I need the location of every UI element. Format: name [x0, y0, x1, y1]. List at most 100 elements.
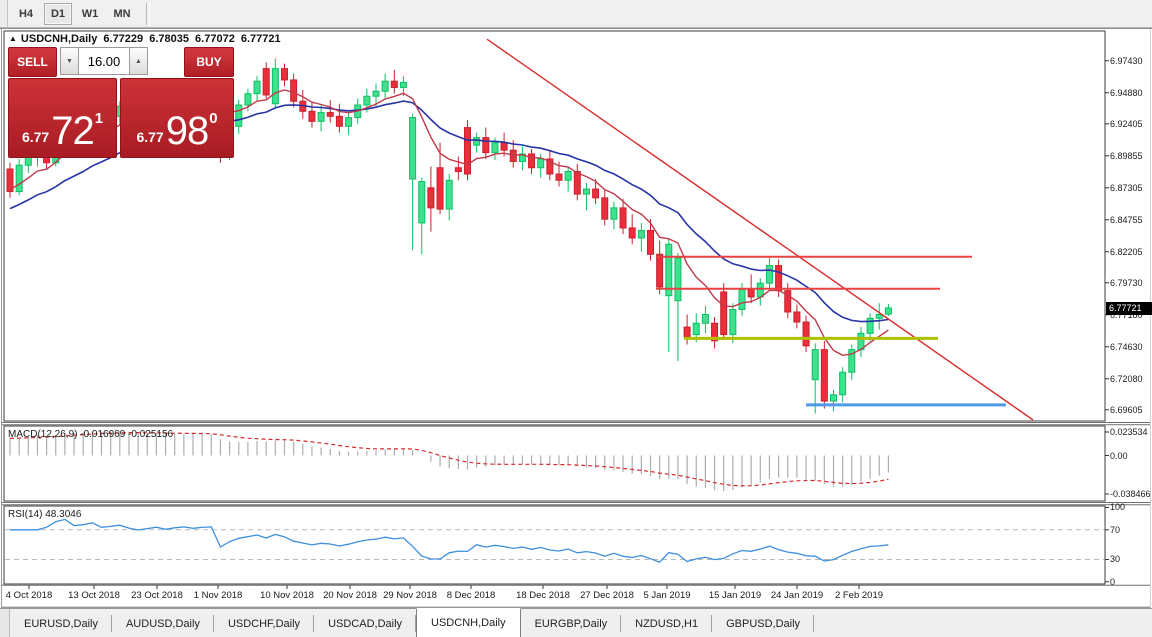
rsi-axis-label: 100: [1110, 502, 1126, 513]
candle-bear: [281, 68, 288, 81]
macd-signal-line: [9, 432, 889, 487]
candle-bull: [875, 313, 883, 319]
lot-decrease-button[interactable]: ▼: [60, 47, 79, 75]
rsi-axis-label: 30: [1110, 554, 1121, 565]
candle-bear: [326, 112, 334, 117]
candle-bear: [390, 80, 398, 88]
price-axis-label: 6.97430: [1110, 55, 1143, 66]
date-axis-label: 18 Dec 2018: [516, 590, 570, 601]
candle-bear: [528, 153, 536, 169]
chart-tab-usdcad[interactable]: USDCAD,Daily: [314, 609, 417, 637]
chart-tab-eurgbp[interactable]: EURGBP,Daily: [521, 609, 622, 637]
candle-bull: [244, 93, 252, 106]
candle-bear: [500, 142, 508, 151]
candle-bear: [464, 127, 471, 175]
candle-bull: [345, 117, 353, 127]
toolbar-clipped-button[interactable]: [0, 0, 8, 27]
buy-price-prefix: 6.77: [136, 129, 164, 145]
chart-window[interactable]: ▲ USDCNH,Daily 6.77229 6.78035 6.77072 6.…: [0, 28, 1152, 608]
candle-bull: [701, 313, 709, 324]
buy-price-pips: 98: [165, 109, 209, 153]
timeframe-button-h4[interactable]: H4: [18, 7, 34, 20]
candle-bear: [573, 170, 581, 195]
sell-button[interactable]: SELL: [8, 47, 57, 77]
candle-bull: [271, 68, 279, 105]
date-axis-label: 8 Dec 2018: [446, 590, 496, 601]
date-axis-label: 2 Feb 2019: [834, 590, 884, 601]
chart-tab-audusd[interactable]: AUDUSD,Daily: [112, 609, 214, 637]
candle-bear: [747, 288, 755, 298]
buy-price-box[interactable]: 6.77 98 0: [120, 78, 234, 158]
chart-tab-eurusd[interactable]: EURUSD,Daily: [10, 609, 112, 637]
sell-price-box[interactable]: 6.77 72 1: [8, 78, 117, 158]
candle-bull: [363, 95, 371, 106]
candle-bull: [253, 80, 261, 95]
rsi-pane-title: RSI(14) 48.3046: [8, 509, 82, 520]
candle-bear: [454, 167, 462, 172]
date-axis-label: 4 Oct 2018: [5, 590, 53, 601]
date-axis-label: 5 Jan 2019: [643, 590, 691, 601]
candle-bull: [399, 81, 407, 88]
candle-bear: [656, 253, 664, 288]
candle-bull: [518, 153, 526, 162]
trade-panel-controls: SELL ▼ 16.00 ▲ BUY: [8, 47, 234, 77]
price-axis-label: 6.89855: [1110, 150, 1143, 161]
chart-tab-gbpusd[interactable]: GBPUSD,Daily: [712, 609, 815, 637]
candle-bear: [793, 311, 801, 323]
chart-tab-usdchf[interactable]: USDCHF,Daily: [214, 609, 315, 637]
chart-symbol-period: USDCNH,Daily: [20, 33, 98, 45]
candle-bear: [290, 79, 298, 102]
timeframe-button-mn[interactable]: MN: [113, 7, 131, 20]
lot-size-control: ▼ 16.00 ▲: [60, 47, 148, 75]
rsi-axis-label: 70: [1110, 524, 1121, 535]
chevron-up-icon: ▲: [135, 57, 142, 65]
candle-bull: [674, 257, 682, 302]
macd-axis-label: 0.023534: [1110, 426, 1148, 437]
chart-tab-nzdusd[interactable]: NZDUSD,H1: [621, 609, 713, 637]
date-axis-label: 20 Nov 2018: [323, 590, 377, 601]
timeframe-button-w1[interactable]: W1: [81, 7, 99, 20]
candle-bear: [335, 115, 343, 127]
ohlc-low: 6.77072: [195, 33, 235, 45]
candle-bull: [738, 288, 746, 310]
price-axis-label: 6.92405: [1110, 118, 1143, 129]
collapse-panel-icon[interactable]: ▲: [9, 34, 17, 43]
macd-main-value: -0.016969: [80, 429, 126, 440]
candle-bull: [15, 164, 23, 193]
timeframe-toolbar: H4 D1 W1 MN: [0, 0, 1152, 28]
candle-bear: [436, 167, 444, 210]
candle-bull: [756, 282, 764, 298]
candle-bull: [866, 317, 874, 334]
macd-axis-label: 0.00: [1110, 450, 1128, 461]
price-axis-label: 6.82205: [1110, 246, 1143, 257]
sell-price-prefix: 6.77: [21, 129, 50, 145]
candle-bull: [839, 371, 847, 396]
chart-canvas[interactable]: [0, 29, 1152, 608]
lot-increase-button[interactable]: ▲: [129, 47, 148, 75]
buy-button[interactable]: BUY: [184, 47, 234, 77]
price-axis-label: 6.72080: [1110, 373, 1143, 384]
timeframe-button-d1[interactable]: D1: [44, 2, 72, 25]
candle-bull: [610, 207, 618, 220]
date-axis-label: 13 Oct 2018: [68, 590, 120, 601]
candle-bear: [546, 158, 554, 175]
date-axis-label: 27 Dec 2018: [580, 590, 634, 601]
candle-bear: [509, 149, 517, 162]
descending-trendline[interactable]: [486, 38, 1034, 421]
candle-bear: [720, 291, 728, 336]
chart-tab-usdcnh[interactable]: USDCNH,Daily: [416, 608, 521, 637]
date-axis-label: 24 Jan 2019: [770, 590, 824, 601]
candle-bear: [482, 137, 490, 154]
candle-bull: [665, 243, 673, 297]
candle-bull: [418, 181, 426, 224]
candle-bear: [427, 187, 435, 209]
lot-size-input[interactable]: 16.00: [79, 47, 129, 75]
candle-bear: [262, 68, 270, 96]
tab-bar-stub: [0, 609, 10, 637]
candle-bear: [619, 207, 627, 229]
candle-bull: [381, 80, 389, 92]
candle-bull: [445, 179, 453, 210]
ohlc-high: 6.78035: [149, 33, 189, 45]
candle-bear: [775, 265, 783, 292]
